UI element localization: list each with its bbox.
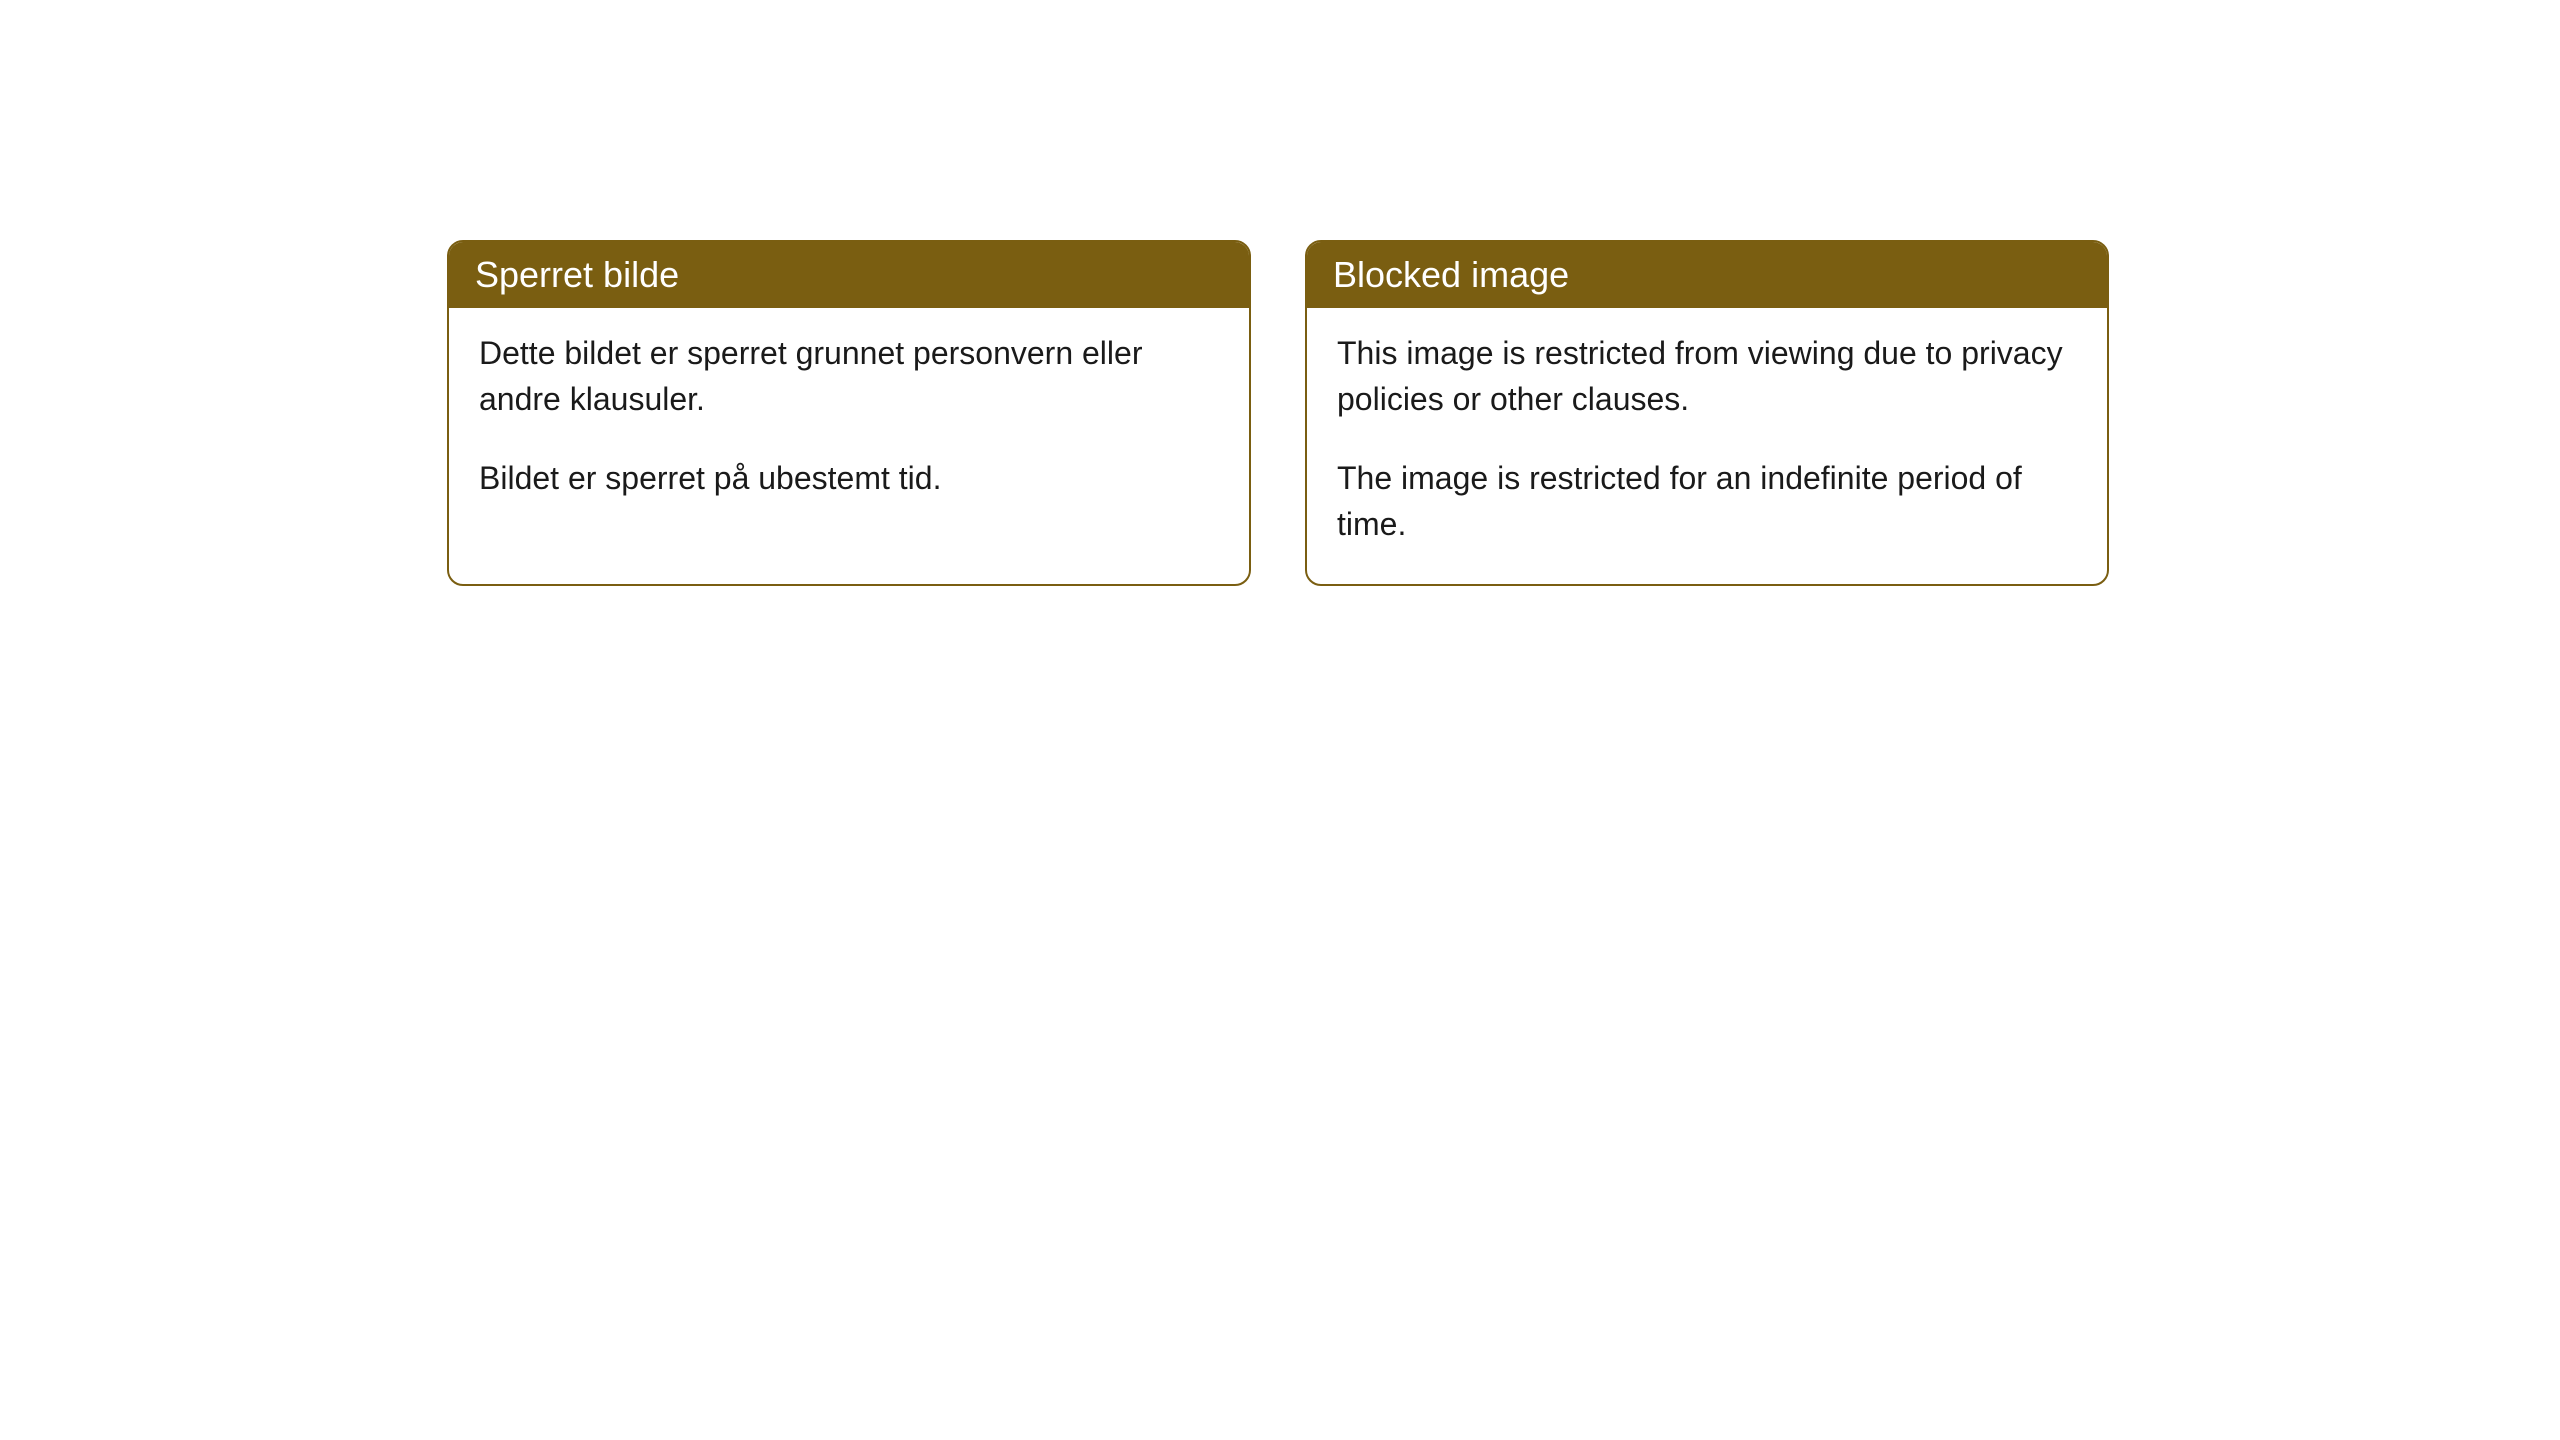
notice-card-english: Blocked image This image is restricted f… [1305,240,2109,586]
card-header: Sperret bilde [449,242,1249,308]
notice-card-norwegian: Sperret bilde Dette bildet er sperret gr… [447,240,1251,586]
card-header: Blocked image [1307,242,2107,308]
card-body: Dette bildet er sperret grunnet personve… [449,308,1249,537]
card-paragraph: Dette bildet er sperret grunnet personve… [479,330,1219,423]
card-body: This image is restricted from viewing du… [1307,308,2107,584]
card-paragraph: The image is restricted for an indefinit… [1337,455,2077,548]
card-title: Sperret bilde [475,254,679,295]
notice-container: Sperret bilde Dette bildet er sperret gr… [447,240,2109,586]
card-title: Blocked image [1333,254,1569,295]
card-paragraph: Bildet er sperret på ubestemt tid. [479,455,1219,501]
card-paragraph: This image is restricted from viewing du… [1337,330,2077,423]
